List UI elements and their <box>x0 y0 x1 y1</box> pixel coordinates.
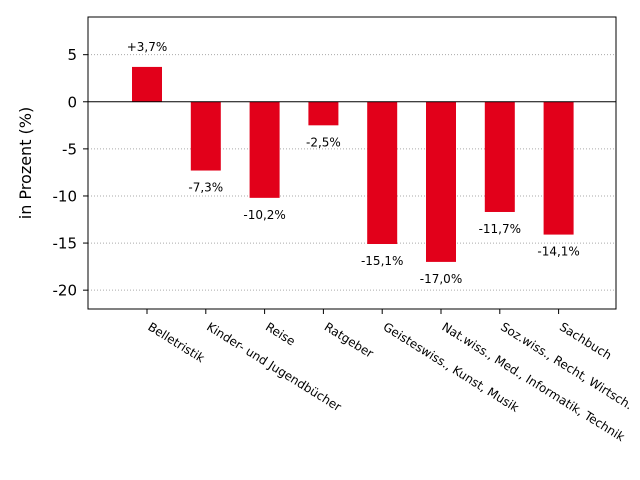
y-axis-title: in Prozent (%) <box>16 107 35 219</box>
bar <box>190 101 221 171</box>
y-axis: 5 0 -5 -10 -15 -20 <box>53 46 88 300</box>
bar <box>367 101 398 245</box>
data-label: -7,3% <box>188 181 223 195</box>
bar <box>484 101 515 212</box>
gridlines <box>88 54 616 291</box>
bar <box>308 101 339 126</box>
bar <box>543 101 574 235</box>
data-label: -10,2% <box>243 208 285 222</box>
plot-frame <box>87 16 617 310</box>
y-tick-label: -15 <box>53 235 78 253</box>
data-label: -14,1% <box>537 245 579 259</box>
y-tick-label: -5 <box>62 140 77 158</box>
bars <box>132 66 574 262</box>
data-label: -11,7% <box>479 222 521 236</box>
data-label: -17,0% <box>420 272 462 286</box>
y-tick-label: -10 <box>53 187 78 205</box>
bar <box>426 101 456 262</box>
category-label: Ratgeber <box>322 320 376 361</box>
bar <box>249 101 280 198</box>
category-label: Reise <box>263 320 298 349</box>
data-label: -2,5% <box>306 135 341 149</box>
data-label: +3,7% <box>127 40 168 54</box>
y-tick-label: -20 <box>53 282 78 300</box>
data-label: -15,1% <box>361 254 403 268</box>
y-tick-label: 0 <box>67 93 77 111</box>
bar <box>132 66 162 102</box>
y-tick-label: 5 <box>67 46 77 64</box>
category-label: Belletristik <box>145 320 207 366</box>
data-labels: +3,7% -7,3% -10,2% -2,5% -15,1% -17,0% -11,7% -… <box>127 40 580 286</box>
